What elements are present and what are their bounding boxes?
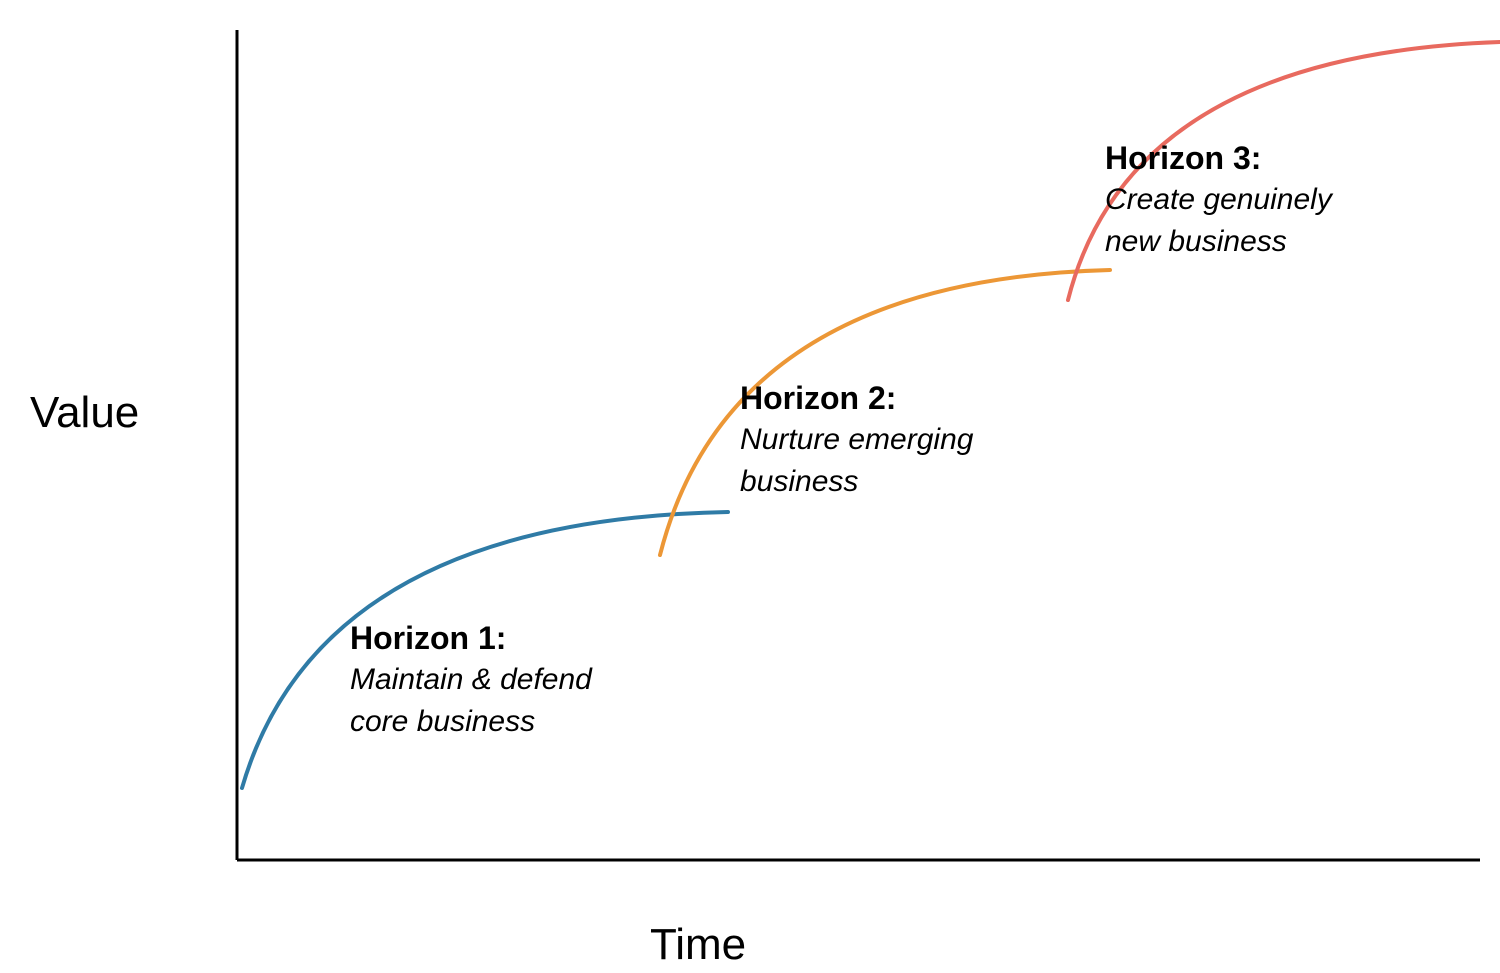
horizon-2-label: Horizon 2: Nurture emerging business — [740, 380, 973, 501]
horizon-3-title: Horizon 3: — [1105, 140, 1332, 177]
horizon-2-desc-line1: Nurture emerging — [740, 421, 973, 459]
y-axis-label: Value — [30, 388, 139, 438]
horizon-3-desc-line2: new business — [1105, 223, 1332, 261]
horizon-2-title: Horizon 2: — [740, 380, 973, 417]
horizon-1-title: Horizon 1: — [350, 620, 592, 657]
horizon-3-label: Horizon 3: Create genuinely new business — [1105, 140, 1332, 261]
x-axis-label: Time — [650, 920, 746, 970]
horizon-3-desc-line1: Create genuinely — [1105, 181, 1332, 219]
horizon-1-desc-line2: core business — [350, 703, 592, 741]
horizon-1-desc-line1: Maintain & defend — [350, 661, 592, 699]
diagram-stage: Value Time Horizon 1: Maintain & defend … — [0, 0, 1500, 973]
horizon-1-label: Horizon 1: Maintain & defend core busine… — [350, 620, 592, 741]
horizon-2-desc-line2: business — [740, 463, 973, 501]
